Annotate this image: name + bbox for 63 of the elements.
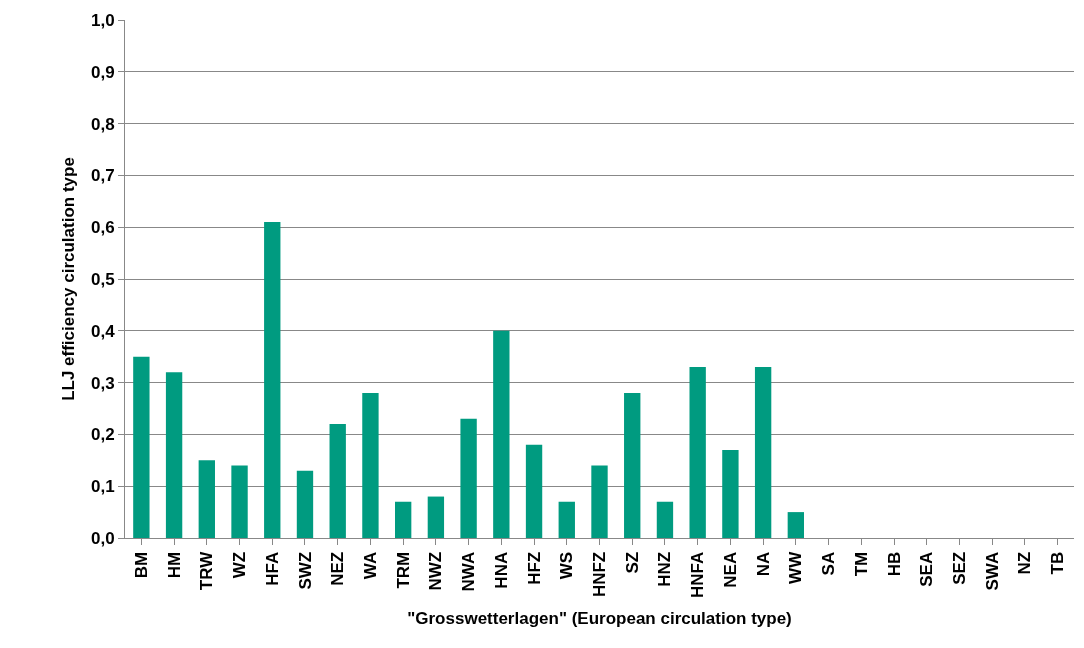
x-tick-label: TM	[851, 551, 871, 577]
x-tick-label: SEZ	[949, 551, 969, 585]
y-tick-label: 0,0	[90, 528, 115, 548]
x-tick-label: SEA	[917, 551, 937, 587]
x-tick-label: BM	[131, 551, 151, 579]
y-tick-label: 0,6	[90, 218, 115, 238]
y-tick-label: 0,2	[90, 425, 115, 445]
x-tick-label: WW	[786, 550, 806, 584]
bar	[394, 501, 412, 538]
bar	[427, 496, 445, 538]
y-tick-label: 0,3	[90, 373, 115, 393]
x-tick-label: NZ	[1015, 551, 1035, 575]
bar	[624, 392, 641, 538]
bar	[493, 330, 510, 538]
bar	[198, 460, 215, 538]
x-tick-label: HNA	[491, 551, 511, 589]
x-tick-label: TRW	[197, 550, 217, 591]
bar	[754, 367, 772, 538]
x-tick-label: HNFA	[688, 551, 708, 599]
x-tick-label: HB	[884, 551, 904, 577]
bar	[591, 465, 608, 538]
y-tick-label: 0,5	[90, 269, 115, 289]
x-tick-label: NA	[753, 551, 773, 577]
y-tick-label: 0,9	[90, 62, 115, 82]
x-tick-label: WS	[557, 551, 577, 580]
x-tick-label: SZ	[622, 551, 642, 574]
x-tick-label: TB	[1048, 551, 1068, 575]
bar	[231, 465, 248, 538]
bar	[525, 444, 543, 538]
bar	[722, 449, 739, 538]
x-tick-label: SWA	[982, 551, 1002, 591]
bar	[689, 367, 706, 538]
x-tick-label: WZ	[230, 551, 250, 579]
x-tick-label: TRM	[393, 551, 413, 589]
bar	[165, 372, 183, 538]
bar	[264, 222, 281, 538]
y-axis-title: LLJ efficiency circulation type	[58, 157, 78, 401]
x-tick-label: HNZ	[655, 551, 675, 587]
x-tick-label: SA	[819, 551, 839, 576]
bar	[656, 501, 674, 538]
x-tick-label: WA	[360, 551, 380, 580]
x-tick-label: NWA	[459, 551, 479, 592]
x-tick-label: NEA	[720, 551, 740, 588]
x-tick-label: HFZ	[524, 551, 544, 585]
y-tick-label: 0,8	[90, 114, 115, 134]
y-tick-label: 1,0	[90, 10, 115, 30]
x-axis-title: "Grosswetterlagen" (European circulation type)	[407, 609, 792, 629]
y-tick-label: 0,7	[90, 166, 115, 186]
bar	[296, 470, 314, 538]
y-tick-label: 0,1	[90, 477, 115, 497]
bar	[558, 501, 575, 538]
y-tick-label: 0,4	[90, 321, 116, 341]
bar	[362, 392, 379, 538]
bar	[133, 356, 150, 538]
bar	[460, 418, 477, 538]
x-tick-label: HFA	[262, 551, 282, 586]
bar	[329, 424, 346, 538]
x-tick-label: HM	[164, 551, 184, 579]
x-tick-label: SWZ	[295, 551, 315, 590]
bar	[787, 512, 805, 538]
x-tick-label: NWZ	[426, 551, 446, 591]
x-tick-label: HNFZ	[590, 551, 610, 598]
x-tick-label: NEZ	[328, 551, 348, 586]
